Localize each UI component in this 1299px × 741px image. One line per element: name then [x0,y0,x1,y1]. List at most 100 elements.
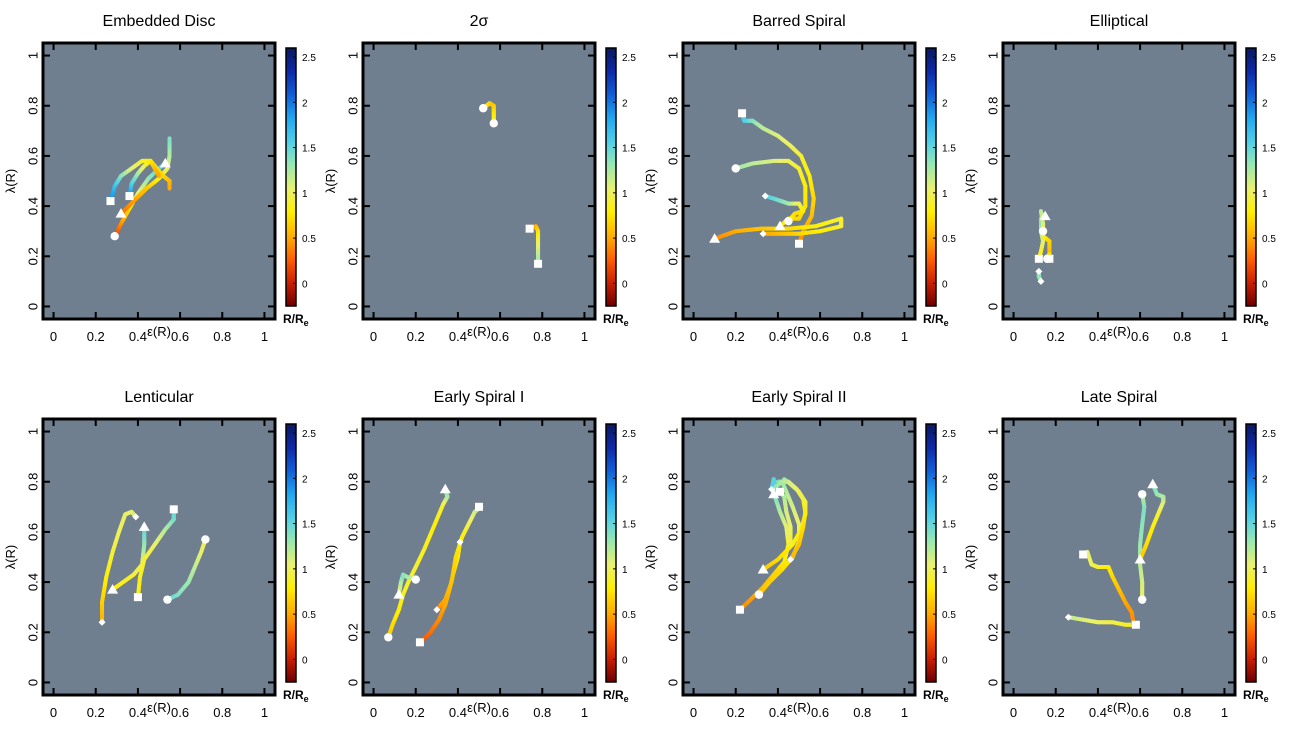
square-marker [534,259,543,268]
chart-panel: Lenticular 0 0.2 0.4 0.6 0.8 1 0 0.2 0.4 0.6 0.8 1 ε(… [3,389,316,720]
series-track [100,509,138,625]
colorbar-tick-label: 0.5 [1262,610,1276,621]
colorbar-tick-label: 0.5 [1262,234,1276,245]
colorbar-tick-label: 1.5 [302,520,316,531]
x-tick-label: 0.4 [1089,329,1107,344]
y-tick-label: 0 [345,303,360,310]
colorbar-tick-label: 1 [302,189,308,200]
square-marker [125,192,134,201]
y-tick-label: 0 [985,303,1000,310]
colorbar-tick-label: 2.5 [1262,429,1276,440]
colorbar: 0 0.5 1 1.5 2 2.5 R/Re [283,423,316,704]
colorbar-tick-label: 0 [1262,279,1268,290]
colorbar-tick-label: 1.5 [1262,144,1276,155]
colorbar-gradient [925,423,937,683]
colorbar-tick-label: 1.5 [622,520,636,531]
x-tick-label: 1 [901,705,908,720]
colorbar-tick-label: 0.5 [302,610,316,621]
diamond-marker [787,556,795,564]
colorbar-tick-label: 2.5 [942,429,956,440]
y-tick-label: 0.2 [25,623,40,641]
colorbar-tick-label: 2 [302,474,308,485]
diamond-marker [1037,277,1045,285]
colorbar-label: R/Re [1243,312,1269,328]
colorbar-tick-label: 0 [942,279,948,290]
x-tick-label: 0.6 [811,329,829,344]
y-tick-label: 0.8 [985,97,1000,115]
diamond-marker [759,230,767,238]
x-tick-label: 0 [690,705,697,720]
x-tick-label: 0.4 [129,705,147,720]
colorbar-tick-label: 0.5 [302,234,316,245]
plot-area [1001,417,1237,697]
x-tick-label: 0.6 [171,329,189,344]
chart-panel: Elliptical 0 0.2 0.4 0.6 0.8 1 0 0.2 0.4 0.6 0.8 1 ε(… [963,13,1276,344]
x-tick-label: 0.6 [171,705,189,720]
square-marker [1131,620,1140,629]
triangle-marker [138,521,150,531]
triangle-marker [159,157,171,168]
y-tick-label: 0 [25,303,40,310]
y-tick-label: 0.8 [665,473,680,491]
colorbar-tick-label: 0 [622,655,628,666]
plot-area [41,417,277,697]
y-tick-label: 0.2 [665,623,680,641]
x-tick-label: 1 [901,329,908,344]
colorbar: 0 0.5 1 1.5 2 2.5 R/Re [1243,47,1276,328]
colorbar-tick-label: 2.5 [622,429,636,440]
diamond-marker [456,538,464,546]
colorbar-label: R/Re [923,688,949,704]
colorbar-gradient [285,47,297,307]
colorbar-tick-label: 1.5 [942,520,956,531]
x-axis-label: ε(R) [467,324,491,339]
circle-marker [479,104,488,113]
x-tick-label: 0.2 [87,329,105,344]
colorbar-tick-label: 2 [622,98,628,109]
y-tick-label: 0.4 [985,573,1000,591]
y-tick-label: 0 [25,679,40,686]
x-tick-label: 0.6 [811,705,829,720]
y-axis-label: λ(R) [3,545,18,570]
colorbar-label: R/Re [283,312,309,328]
plot-area [361,417,597,697]
colorbar-gradient [605,423,617,683]
diamond-marker [761,192,769,200]
chart-title: Embedded Disc [103,13,216,30]
series-group [98,505,210,626]
y-tick-label: 0 [985,679,1000,686]
y-tick-label: 0.8 [25,473,40,491]
track-segment [156,173,161,178]
x-tick-label: 0.2 [727,329,745,344]
y-tick-label: 0.6 [985,523,1000,541]
y-axis-label: λ(R) [3,169,18,194]
x-tick-label: 0.2 [407,329,425,344]
chart-panel: Early Spiral II 0 0.2 0.4 0.6 0.8 1 0 0.2 0.4 0.6 0… [643,389,956,720]
square-marker [1079,550,1088,559]
chart-title: Early Spiral II [751,389,846,406]
colorbar: 0 0.5 1 1.5 2 2.5 R/Re [1243,423,1276,704]
colorbar-gradient [605,47,617,307]
colorbar-tick-label: 1 [942,189,948,200]
colorbar-tick-label: 1.5 [1262,520,1276,531]
diamond-marker [1064,613,1072,621]
x-axis-label: ε(R) [787,324,811,339]
plot-area [681,417,917,697]
y-tick-label: 0.6 [665,147,680,165]
colorbar-label: R/Re [1243,688,1269,704]
chart-panel: 2σ0 0.2 0.4 0.6 0.8 100.20.40.60.81ε(R)λ(R)00… [323,13,636,344]
x-axis-label: ε(R) [1107,700,1131,715]
x-tick-label: 0.8 [853,329,871,344]
y-tick-label: 0 [345,679,360,686]
y-tick-label: 0.6 [345,523,360,541]
y-tick-label: 0.6 [665,523,680,541]
chart-title: Late Spiral [1081,389,1158,406]
colorbar: 0 0.5 1 1.5 2 2.5 R/Re [283,47,316,328]
x-tick-label: 0 [690,329,697,344]
y-tick-label: 0.2 [665,247,680,265]
y-tick-label: 1 [665,428,680,435]
y-tick-label: 0.4 [25,197,40,215]
colorbar-tick-label: 0 [1262,655,1268,666]
x-tick-label: 0.2 [1047,705,1065,720]
x-tick-label: 0.2 [1047,329,1065,344]
